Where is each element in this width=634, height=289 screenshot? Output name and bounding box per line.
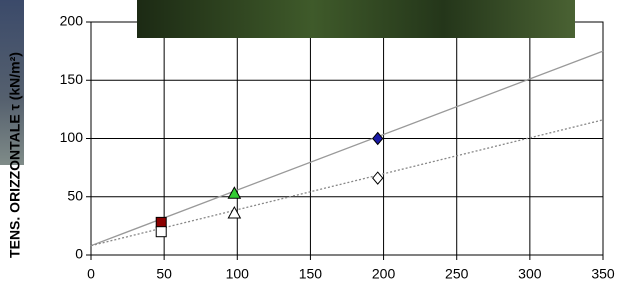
page: 0 50 100 150 200 0 50 100 150 200 250 300 350 TENS. … [0,0,634,289]
x-tick-label: 250 [445,266,469,282]
x-tick-label: 0 [87,266,95,282]
y-axis-title: TENS. ORIZZONTALE τ (kN/m²) [7,52,23,258]
x-tick-label: 100 [226,266,250,282]
point [228,207,240,218]
y-tick-label: 150 [60,71,84,87]
x-tick-label: 350 [591,266,615,282]
photo-top [137,0,575,38]
x-tick-label: 150 [299,266,323,282]
x-tick-label: 50 [156,266,172,282]
x-tick-label: 300 [518,266,542,282]
point [373,133,383,145]
x-tick-label: 200 [372,266,396,282]
y-tick-label: 200 [60,13,84,29]
y-tick-label: 50 [67,187,83,203]
chart: 0 50 100 150 200 0 50 100 150 200 250 300 350 TENS. … [0,0,634,289]
plot: 0 50 100 150 200 0 50 100 150 200 250 300 350 [60,13,615,282]
point [156,217,166,227]
y-tick-label: 0 [75,246,83,262]
point [373,172,383,184]
y-tick-label: 100 [60,129,84,145]
point [156,227,166,237]
